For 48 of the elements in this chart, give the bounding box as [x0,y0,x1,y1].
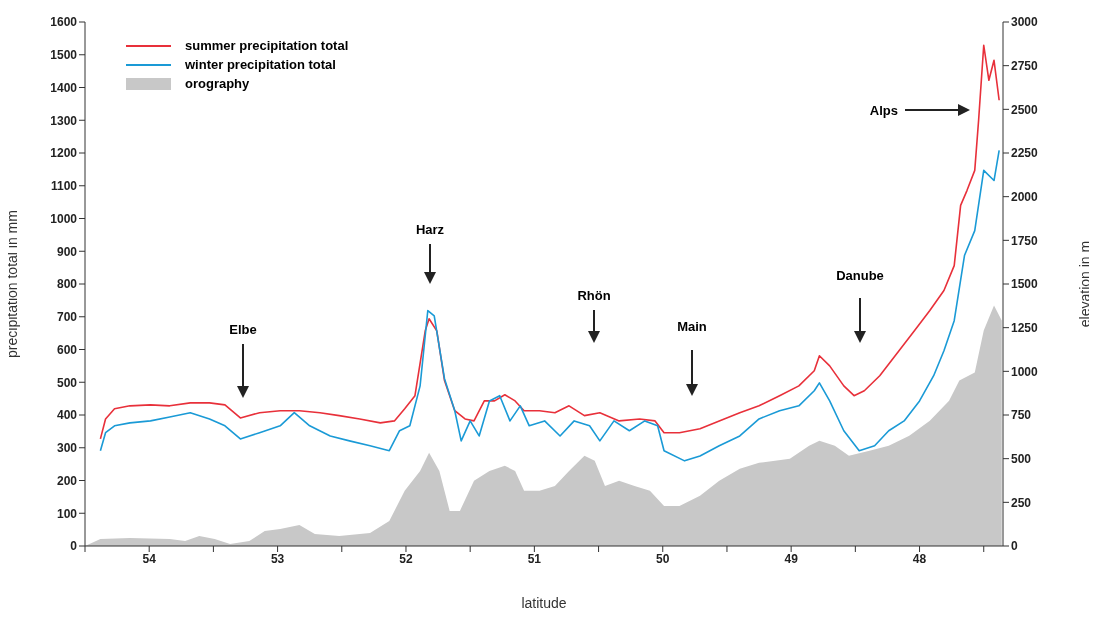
y-tick-label: 800 [56,277,78,292]
y-tick-label: 1300 [50,113,78,128]
legend-label: orography [185,76,250,91]
y-tick-label: 500 [56,375,78,390]
annotation: Rhön [577,288,611,303]
y2-tick-label: 0 [1011,539,1018,554]
annotation: Main [677,319,707,334]
x-tick-label: 49 [784,551,799,566]
y-tick-label: 100 [56,506,78,521]
y2-tick-label: 250 [1011,495,1032,510]
y-tick-label: 700 [56,310,78,325]
y2-tick-label: 1750 [1011,233,1039,248]
y-tick-label: 300 [56,441,78,456]
x-tick-label: 48 [912,551,927,566]
y-tick-label: 1100 [50,179,78,194]
y-tick-label: 1600 [50,15,78,30]
y-tick-label: 600 [56,342,78,357]
y2-tick-label: 1000 [1011,364,1039,379]
y2-tick-label: 1250 [1011,320,1039,335]
y-tick-label: 900 [56,244,78,259]
y-tick-label: 1200 [50,146,78,161]
x-tick-label: 53 [270,551,285,566]
y2-tick-label: 2250 [1011,146,1039,161]
x-tick-label: 54 [142,551,157,566]
x-tick-label: 50 [656,551,670,566]
y2-tick-label: 500 [1011,451,1032,466]
y-tick-label: 400 [56,408,78,423]
y2-tick-label: 2500 [1011,102,1039,117]
x-tick-label: 51 [527,551,542,566]
annotation: Harz [415,222,445,237]
y-tick-label: 1000 [50,211,78,226]
y-tick-label: 1500 [50,48,78,63]
y2-tick-label: 1500 [1011,277,1039,292]
x-tick-label: 52 [399,551,413,566]
y2-tick-label: 3000 [1011,15,1039,30]
y2-tick-label: 2000 [1011,189,1039,204]
y-tick-label: 0 [70,539,78,554]
y-tick-label: 1400 [50,80,78,95]
legend-label: summer precipitation total [185,38,349,53]
annotation: Elbe [229,322,257,337]
y2-tick-label: 750 [1011,408,1032,423]
legend-label: winter precipitation total [185,57,336,72]
line-series [99,149,1000,462]
y2-tick-label: 2750 [1011,58,1039,73]
x-axis-title: latitude [521,595,567,611]
annotation: Danube [836,268,884,283]
annotation: Alps [869,103,898,118]
y-tick-label: 200 [56,473,78,488]
